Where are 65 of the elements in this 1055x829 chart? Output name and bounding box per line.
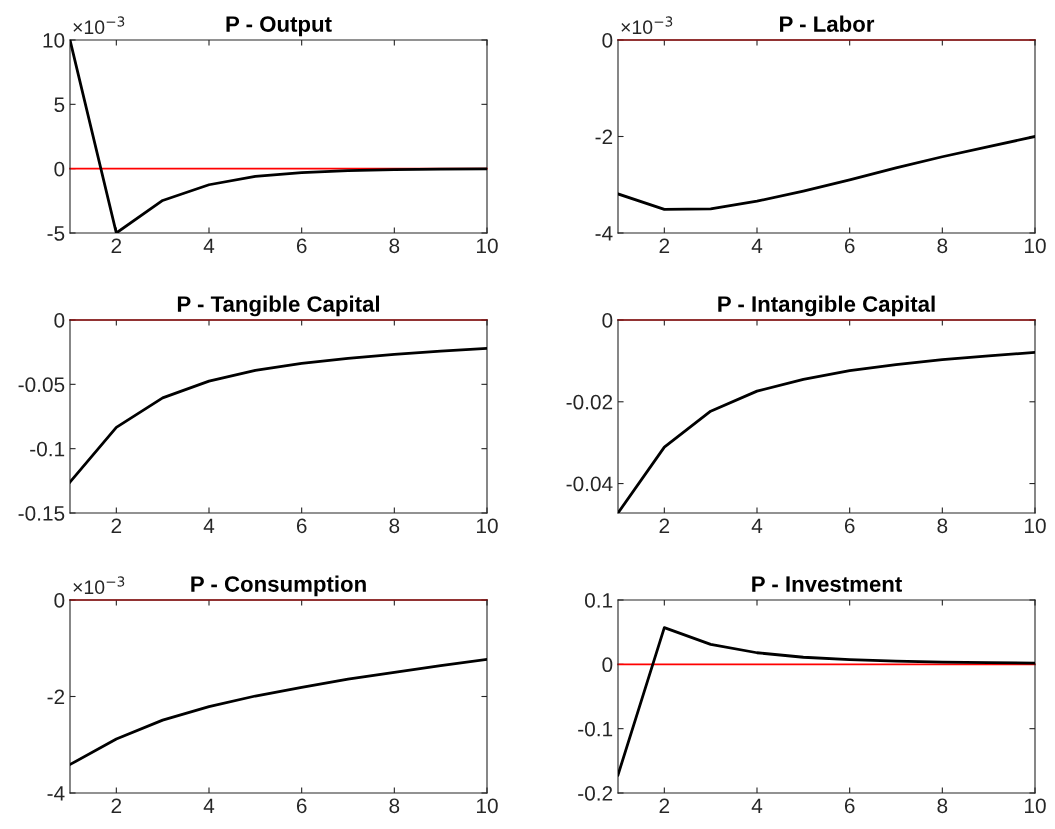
y-tick-label: -0.04 [566, 476, 613, 492]
x-tick-label: 6 [844, 798, 855, 814]
x-tick-label: 2 [111, 518, 122, 533]
chart-title: P - Labor [780, 15, 875, 32]
y-tick-label: -0.02 [566, 394, 613, 410]
x-tick-label: 10 [1025, 518, 1046, 534]
x-tick-label: 8 [937, 798, 948, 814]
y-tick-label: -4 [47, 786, 65, 801]
x-tick-label: 2 [659, 798, 670, 813]
x-tick-label: 8 [389, 238, 400, 254]
x-tick-label: 8 [389, 518, 400, 534]
y-tick-label: -4 [595, 226, 613, 241]
x-tick-label: 6 [844, 238, 855, 254]
x-tick-label: 4 [751, 238, 763, 253]
x-tick-label: 10 [1025, 798, 1046, 814]
x-tick-label: 8 [937, 518, 948, 534]
x-tick-label: 2 [659, 238, 670, 253]
y-tick-label: 0.1 [584, 593, 613, 608]
y-tick-label: 10 [43, 33, 65, 48]
x-tick-label: 2 [659, 518, 670, 533]
chart-title: P - Investment [752, 576, 902, 592]
y-tick-label: 0 [54, 161, 65, 177]
x-tick-label: 6 [296, 798, 307, 814]
y-tick-label: -0.1 [30, 441, 65, 457]
y-tick-label: 0 [54, 313, 65, 328]
x-tick-label: 8 [389, 798, 400, 814]
x-tick-label: 10 [477, 798, 498, 814]
x-tick-label: 10 [477, 238, 498, 254]
y-tick-label: -2 [47, 689, 65, 705]
chart-title: P - Consumption [191, 575, 366, 597]
y-tick-label: -2 [595, 129, 613, 145]
chart-title: P - Output [226, 16, 332, 37]
x-tick-label: 6 [296, 518, 307, 534]
text: ×10$^{−3}$ [621, 16, 673, 35]
line-series [70, 346, 487, 484]
y-tick-label: -0.2 [578, 786, 613, 801]
y-tick-label: 0 [602, 33, 613, 48]
x-tick-label: 4 [203, 518, 215, 533]
x-tick-label: 4 [751, 518, 763, 533]
y-tick-label: -5 [47, 226, 65, 241]
y-tick-label: 0 [602, 657, 613, 673]
chart-title: P - Intangible Capital [718, 295, 935, 317]
line-series [70, 40, 487, 233]
line-series [70, 657, 487, 766]
x-tick-label: 2 [111, 238, 122, 253]
x-tick-label: 8 [937, 238, 948, 254]
y-tick-label: 0 [54, 593, 65, 608]
x-tick-label: 4 [203, 238, 215, 253]
text: ×10$^{−3}$ [73, 576, 125, 595]
chart-title: P - Tangible Capital [177, 295, 380, 317]
x-tick-label: 4 [751, 798, 763, 813]
y-tick-label: -0.1 [578, 721, 613, 737]
x-tick-label: 10 [1025, 238, 1046, 254]
line-series [618, 626, 1035, 777]
x-tick-label: 6 [296, 238, 307, 254]
text: ×10$^{−3}$ [73, 16, 125, 35]
y-tick-label: 0 [602, 313, 613, 328]
x-tick-label: 10 [477, 518, 498, 534]
line-series [618, 135, 1035, 211]
x-tick-label: 4 [203, 798, 215, 813]
y-tick-label: -0.15 [18, 506, 65, 521]
y-tick-label: -0.05 [18, 377, 65, 393]
x-tick-label: 6 [844, 518, 855, 534]
x-tick-label: 2 [111, 798, 122, 813]
y-tick-label: 5 [54, 97, 65, 113]
